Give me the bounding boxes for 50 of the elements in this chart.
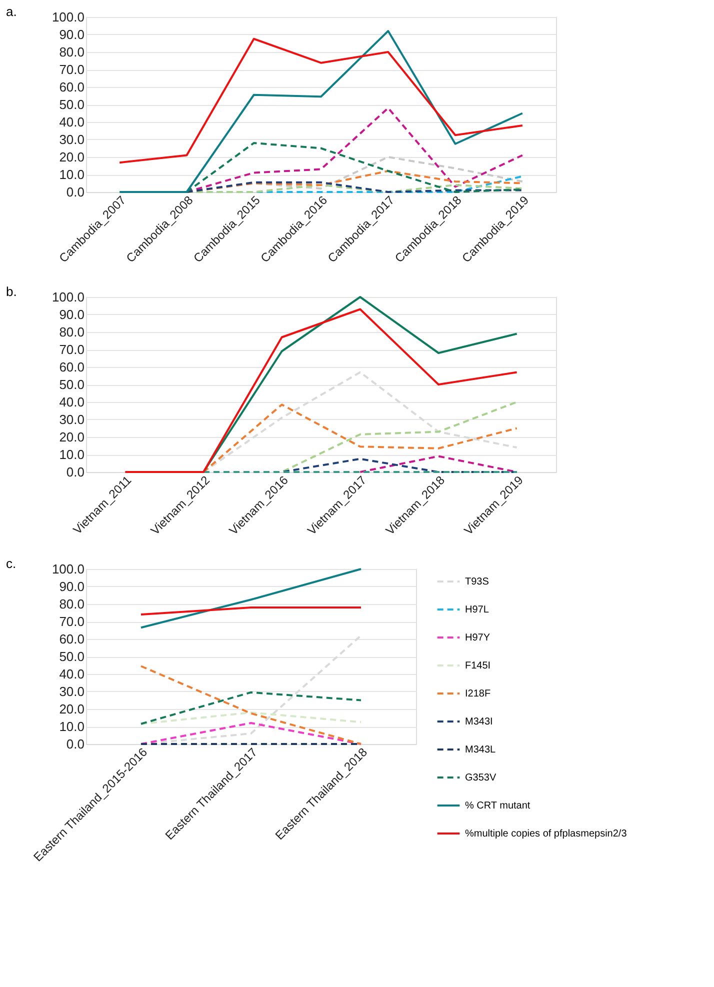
y-tick-label: 70.0 <box>59 62 84 77</box>
y-tick-label: 60.0 <box>59 80 84 94</box>
y-tick-label: 50.0 <box>59 377 84 392</box>
y-tick-label: 40.0 <box>59 114 84 130</box>
chart-title: b. <box>6 284 17 299</box>
y-tick-label: 30.0 <box>59 132 84 147</box>
y-tick-label: 80.0 <box>59 596 84 612</box>
y-tick-label: 70.0 <box>59 614 84 629</box>
y-tick-label: 80.0 <box>59 44 84 60</box>
legend-label: M343I <box>465 716 493 728</box>
y-tick-label: 40.0 <box>59 394 84 410</box>
line-series <box>118 30 524 193</box>
y-tick-label: 100.0 <box>52 290 84 304</box>
y-tick-label: 40.0 <box>59 666 84 682</box>
chart-title: c. <box>6 556 16 571</box>
line-series <box>118 38 524 164</box>
legend-label: H97Y <box>465 632 490 644</box>
y-tick-label: 50.0 <box>59 97 84 112</box>
legend-label: F145I <box>465 660 491 672</box>
y-tick-label: 100.0 <box>52 10 84 24</box>
legend-label: I218F <box>465 688 491 700</box>
y-tick-label: 70.0 <box>59 342 84 357</box>
line-series <box>202 296 518 473</box>
y-tick-label: 60.0 <box>59 360 84 374</box>
y-tick-label: 0.0 <box>66 184 84 200</box>
y-tick-label: 60.0 <box>59 632 84 646</box>
y-tick-label: 30.0 <box>59 412 84 427</box>
y-tick-label: 90.0 <box>59 579 84 594</box>
line-series <box>124 308 518 473</box>
y-tick-label: 90.0 <box>59 307 84 322</box>
y-tick-label: 20.0 <box>59 702 84 716</box>
legend-label: M343L <box>465 744 496 756</box>
legend-label: T93S <box>465 576 490 588</box>
legend-label: % CRT mutant <box>465 800 530 812</box>
y-tick-label: 20.0 <box>59 150 84 164</box>
y-tick-label: 0.0 <box>66 464 84 480</box>
y-tick-label: 30.0 <box>59 684 84 699</box>
y-tick-label: 10.0 <box>59 719 84 734</box>
legend-label: G353V <box>465 772 496 784</box>
chart-title: a. <box>6 4 17 19</box>
y-tick-label: 90.0 <box>59 27 84 42</box>
y-tick-label: 10.0 <box>59 167 84 182</box>
legend-label: %multiple copies of pfplasmepsin2/3 <box>465 828 628 840</box>
y-tick-label: 10.0 <box>59 447 84 462</box>
y-tick-label: 50.0 <box>59 649 84 664</box>
y-tick-label: 0.0 <box>66 736 84 752</box>
y-tick-label: 20.0 <box>59 430 84 444</box>
y-tick-label: 100.0 <box>52 562 84 576</box>
legend-label: H97L <box>465 604 490 616</box>
y-tick-label: 80.0 <box>59 324 84 340</box>
